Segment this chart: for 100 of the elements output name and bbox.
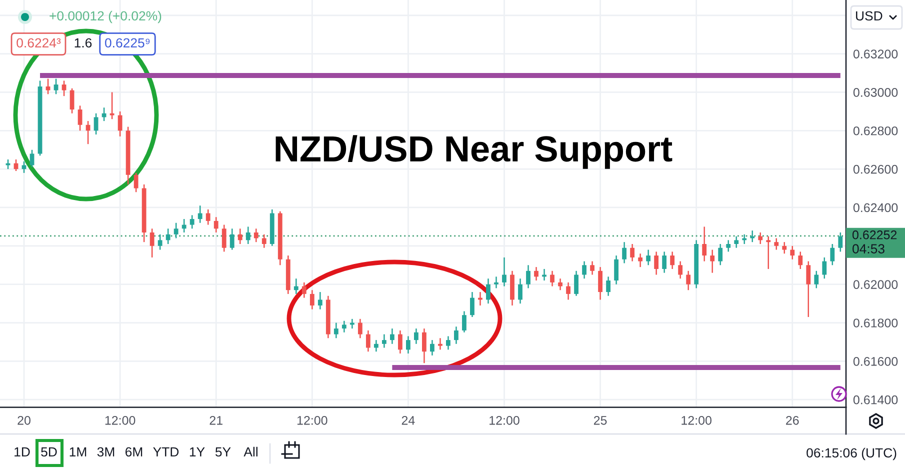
candlestick [566, 282, 570, 300]
candlestick [502, 256, 506, 287]
candlestick [454, 326, 458, 345]
candlestick [662, 251, 667, 274]
candlestick [398, 330, 402, 354]
candlestick [30, 149, 34, 168]
candlestick [166, 228, 170, 245]
candlestick [638, 252, 643, 268]
text: 5Y [215, 447, 231, 457]
y-tick-label: 0.61400 [853, 395, 898, 404]
text: 1M [70, 447, 86, 456]
candlestick [806, 260, 811, 318]
candlestick [366, 330, 370, 352]
candlestick [534, 266, 538, 282]
candlestick [798, 251, 803, 270]
candlestick [390, 328, 394, 345]
candlestick [542, 268, 546, 282]
candlestick [54, 78, 58, 95]
y-tick-label: 0.62400 [853, 203, 898, 212]
candlestick [174, 222, 178, 239]
candlestick [318, 291, 322, 310]
x-tick-label: 12:00 [682, 416, 712, 425]
y-tick-label: 0.61800 [853, 318, 898, 328]
text: 04:53 [852, 244, 884, 254]
candlestick [102, 106, 106, 122]
candlestick [294, 278, 298, 295]
candlestick [526, 264, 530, 289]
candlestick [822, 256, 827, 280]
candlestick [582, 260, 586, 280]
text: 6M [126, 447, 142, 457]
y-tick-label: 0.62000 [853, 280, 898, 289]
candlestick [710, 249, 715, 274]
candlestick [606, 276, 610, 296]
candlestick [94, 112, 98, 136]
text: NZD/USD Near Support [276, 135, 672, 169]
candlestick [302, 282, 306, 298]
x-tick-label: 24 [402, 416, 415, 425]
candlestick [246, 226, 250, 245]
candlestick [438, 338, 442, 350]
candlestick [382, 334, 386, 348]
candlestick [190, 214, 194, 230]
candlestick [718, 243, 723, 266]
text: 1D [14, 447, 30, 456]
y-tick-label: 0.62800 [853, 126, 898, 136]
candlestick [518, 278, 522, 304]
text: 3M [97, 447, 114, 457]
candlestick [310, 289, 314, 310]
text: 5D [41, 447, 57, 457]
candlestick [494, 276, 498, 289]
x-tick-label: 21 [210, 416, 222, 425]
candlestick [686, 270, 691, 291]
ref-line-label: 0.62252 [852, 230, 897, 240]
candlestick [742, 234, 747, 245]
candlestick [254, 228, 258, 243]
candlestick [238, 228, 242, 245]
candlestick [670, 251, 675, 270]
candlestick [46, 78, 50, 95]
x-tick-label: 12:00 [105, 416, 136, 425]
candlestick [446, 336, 450, 350]
candlestick [790, 245, 795, 260]
candlestick [414, 328, 418, 345]
x-tick-label: 26 [786, 416, 799, 425]
candlestick [758, 232, 763, 245]
text: 06:15:06 (UTC) [806, 448, 896, 460]
y-tick-label: 0.63200 [853, 50, 898, 58]
candlestick [550, 270, 554, 287]
candlestick [406, 336, 410, 354]
candlestick [182, 218, 186, 234]
y-tick-label: 0.61600 [853, 356, 898, 366]
candlestick [334, 322, 338, 339]
annotation: 1.6 [74, 38, 92, 48]
candlestick [214, 216, 218, 234]
candlestick [110, 92, 114, 120]
candlestick [630, 243, 634, 262]
candlestick [486, 278, 490, 304]
candlestick [230, 228, 234, 250]
candlestick [622, 241, 626, 264]
candlestick [782, 241, 787, 254]
annotation: +0.00012 (+0.02%) [50, 10, 162, 24]
candlestick [726, 240, 731, 252]
candlestick [430, 339, 434, 356]
x-tick-label: 12:00 [490, 416, 520, 425]
candlestick [22, 160, 26, 174]
candlestick [158, 234, 162, 250]
candlestick [462, 310, 466, 333]
candlestick [678, 260, 683, 280]
candlestick [206, 208, 210, 226]
annotation: 0.6224³ [16, 38, 61, 48]
candlestick [654, 251, 659, 276]
candlestick [342, 320, 346, 333]
x-tick-label: 12:00 [297, 416, 328, 425]
candlestick [150, 228, 154, 258]
text: YTD [153, 447, 179, 456]
candlestick [830, 243, 835, 266]
text: 1Y [190, 447, 205, 456]
candlestick [734, 236, 739, 248]
candlestick [598, 266, 602, 300]
candlestick [614, 254, 618, 285]
candlestick [590, 260, 594, 276]
candlestick [702, 226, 707, 262]
